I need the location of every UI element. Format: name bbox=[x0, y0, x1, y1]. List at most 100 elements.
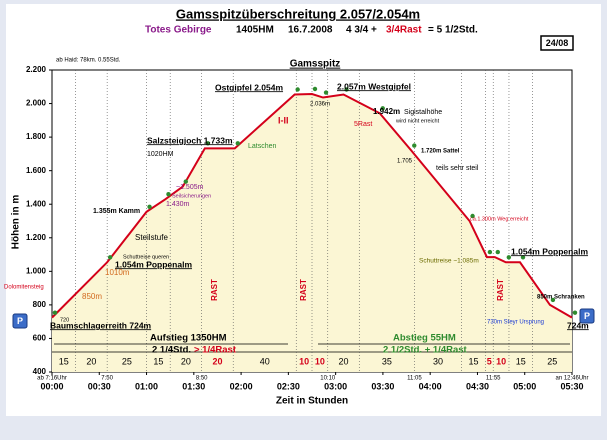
waypoint-tree bbox=[412, 143, 417, 148]
x-tick-label: 04:00 bbox=[419, 381, 442, 391]
clock-time: 10:10 bbox=[320, 376, 336, 382]
annotation: RAST bbox=[299, 279, 308, 301]
segment-duration: 10 bbox=[315, 356, 325, 366]
annotation: 1.430m bbox=[166, 201, 190, 208]
x-tick-label: 03:00 bbox=[324, 381, 347, 391]
subtitle-date: 16.7.2008 bbox=[288, 25, 333, 36]
y-axis-title: Höhen in m bbox=[11, 195, 22, 250]
x-tick-label: 05:00 bbox=[513, 381, 536, 391]
annotation: Sigistalhöhe bbox=[404, 109, 442, 116]
parking-sign bbox=[12, 313, 28, 329]
y-tick-label: 800 bbox=[33, 300, 47, 309]
annotation: 730m Steyr Ursprung bbox=[487, 320, 544, 326]
segment-duration: 15 bbox=[153, 356, 163, 366]
waypoint-tree bbox=[183, 179, 188, 184]
annotation: ~1.505m bbox=[176, 184, 204, 191]
waypoint-tree bbox=[380, 106, 385, 111]
clock-time: 7:50 bbox=[101, 376, 113, 382]
waypoint-tree bbox=[147, 204, 152, 209]
x-tick-label: 03:30 bbox=[371, 381, 394, 391]
annotation: Steilstufe bbox=[135, 233, 168, 242]
segment-duration: 5 bbox=[487, 356, 492, 366]
note: ab Haid: 78km. 0.55Std. bbox=[56, 58, 121, 64]
x-tick-label: 05:30 bbox=[560, 381, 583, 391]
annotation: > 1/4Rast bbox=[194, 345, 237, 356]
waypoint-tree bbox=[495, 249, 500, 255]
annotation: 5Rast bbox=[354, 121, 372, 128]
annotation: 1020HM bbox=[147, 151, 174, 158]
parking-sign bbox=[579, 308, 595, 324]
annotation: 1.942m bbox=[373, 107, 400, 116]
annotation: Seilsicherungen bbox=[172, 193, 211, 199]
segment-duration: 10 bbox=[496, 356, 506, 366]
annotation: Schuttreise queren bbox=[123, 254, 169, 260]
annotation: 1010m bbox=[105, 268, 130, 277]
annotation: 2.036m bbox=[310, 102, 330, 108]
annotation: ca.1.300m Weg erreicht bbox=[470, 216, 529, 222]
segment-duration: 35 bbox=[382, 356, 392, 366]
x-tick-label: 00:30 bbox=[88, 381, 111, 391]
annotation: Ostgipfel 2.054m bbox=[215, 82, 283, 92]
annotation: 2 1/4Std. bbox=[152, 345, 191, 356]
parking-label: P bbox=[17, 316, 23, 326]
clock-time: 11:05 bbox=[407, 376, 422, 382]
annotation: Salzsteigjoch 1.733m bbox=[147, 135, 233, 145]
subtitle-rest: 3/4Rast bbox=[386, 25, 422, 36]
annotation: RAST bbox=[210, 279, 219, 301]
plot: 15 20 25 15 20 20 40 10 10 20 35 30 15 5 10 15 25 400 600 8… bbox=[4, 59, 589, 392]
waypoint-tree bbox=[295, 87, 300, 92]
y-tick-label: 1.800 bbox=[26, 132, 47, 141]
parking-label: P bbox=[584, 311, 590, 321]
annotation: RAST bbox=[496, 279, 505, 301]
waypoint-tree bbox=[166, 191, 171, 197]
waypoint-tree bbox=[506, 255, 512, 260]
x-tick-label: 02:30 bbox=[277, 381, 300, 391]
segment-duration: 25 bbox=[122, 356, 132, 366]
clock-time: ab 7:16Uhr bbox=[37, 376, 67, 382]
annotation: Dolomitensteig bbox=[4, 285, 44, 291]
annotation: 724m bbox=[567, 320, 589, 330]
y-tick-label: 400 bbox=[33, 367, 47, 376]
waypoint-tree bbox=[323, 90, 329, 95]
x-tick-label: 02:00 bbox=[230, 381, 253, 391]
annotation: 2.057m Westgipfel bbox=[337, 81, 411, 91]
segment-duration: 15 bbox=[59, 356, 69, 366]
annotation: 850m bbox=[82, 292, 102, 301]
annotation: Aufstieg 1350HM bbox=[150, 333, 227, 344]
x-tick-label: 01:30 bbox=[182, 381, 205, 391]
waypoint-tree bbox=[550, 297, 556, 303]
annotation: I-II bbox=[278, 115, 289, 125]
x-axis-title: Zeit in Stunden bbox=[276, 396, 348, 407]
profile-line bbox=[51, 92, 573, 319]
annotation: 2 1/2Std. + 1/4Rast bbox=[383, 345, 468, 356]
waypoint-tree bbox=[520, 255, 526, 260]
y-tick-label: 1.400 bbox=[26, 199, 47, 208]
y-tick-label: 1.200 bbox=[26, 233, 47, 242]
annotation: 1.705 bbox=[397, 159, 413, 165]
segment-duration: 40 bbox=[260, 356, 270, 366]
x-tick-label: 00:00 bbox=[40, 381, 63, 391]
annotation: 850m Schranken bbox=[537, 295, 585, 301]
y-tick-label: 2.000 bbox=[26, 99, 47, 108]
annotation: 1.054m Poppenalm bbox=[511, 246, 588, 256]
waypoint-tree bbox=[487, 249, 493, 255]
y-tick-label: 2.200 bbox=[26, 65, 47, 74]
annotation: Abstieg 55HM bbox=[393, 333, 456, 344]
chart-title: Gamsspitzüberschreitung 2.057/2.054m bbox=[176, 6, 420, 21]
segment-duration: 20 bbox=[212, 356, 222, 366]
segment-duration: 20 bbox=[339, 356, 349, 366]
subtitle-hm: 1405HM bbox=[236, 25, 274, 36]
segment-duration: 25 bbox=[547, 356, 557, 366]
segment-duration: 10 bbox=[299, 356, 309, 366]
clock-time: 11:55 bbox=[486, 376, 501, 382]
annotation: 720 bbox=[60, 317, 69, 323]
waypoint-tree bbox=[235, 141, 240, 146]
waypoint-tree bbox=[344, 87, 349, 92]
y-tick-label: 1.000 bbox=[26, 266, 47, 275]
subtitle-region: Totes Gebirge bbox=[145, 25, 212, 36]
annotation: Gamsspitz bbox=[290, 59, 341, 70]
clock-time: an 12:46Uhr bbox=[555, 376, 588, 382]
clock-time: 8:50 bbox=[196, 376, 208, 382]
segment-duration: 15 bbox=[516, 356, 526, 366]
